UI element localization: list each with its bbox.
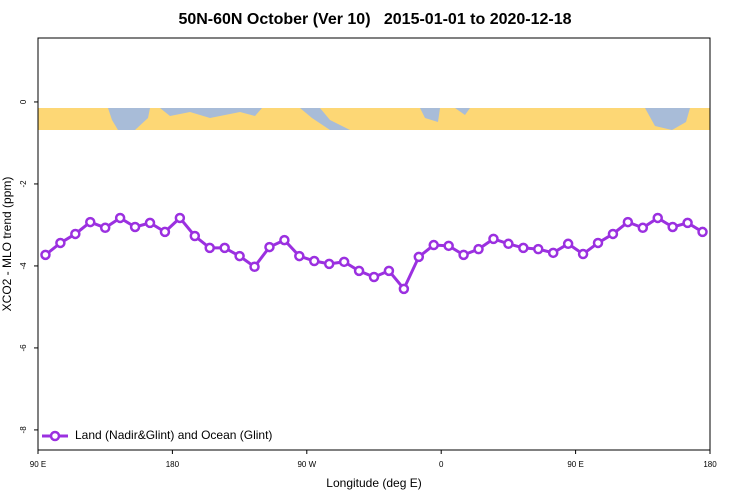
x-tick-label: 90 E: [567, 460, 583, 469]
y-tick-label: -2: [19, 180, 28, 188]
point: [204, 242, 215, 254]
point: [622, 216, 634, 228]
point: [503, 238, 514, 250]
x-tick-label: 180: [703, 460, 717, 469]
x-tick-label: 0: [439, 460, 444, 469]
point: [488, 233, 499, 245]
point: [383, 265, 395, 277]
point: [40, 249, 51, 261]
point: [607, 228, 619, 240]
legend: Land (Nadir&Glint) and Ocean (Glint): [42, 428, 272, 442]
point: [533, 243, 544, 255]
point: [323, 258, 335, 270]
point: [129, 221, 141, 233]
x-tick-label: 180: [166, 460, 180, 469]
y-tick-label: -4: [19, 262, 28, 270]
point: [592, 237, 604, 249]
point: [264, 241, 275, 253]
legend-marker: [49, 430, 61, 442]
point: [249, 261, 260, 273]
point: [338, 256, 350, 268]
point: [637, 222, 649, 234]
point: [174, 212, 186, 224]
y-tick-label: -6: [19, 344, 28, 352]
point: [189, 230, 201, 242]
plot-frame: [37, 37, 711, 451]
point: [70, 228, 81, 240]
point: [667, 221, 678, 233]
point: [159, 226, 171, 238]
point: [219, 242, 230, 254]
point: [547, 247, 559, 259]
point: [99, 222, 111, 234]
point: [294, 250, 305, 262]
point: [114, 212, 126, 224]
y-axis-title: XCO2 - MLO trend (ppm): [0, 177, 14, 312]
point: [55, 237, 66, 249]
point: [443, 240, 454, 252]
point: [652, 212, 663, 224]
point: [577, 248, 589, 260]
point: [562, 238, 574, 250]
chart-title: 50N-60N October (Ver 10) 2015-01-01 to 2…: [178, 11, 571, 28]
x-tick-label: 90 E: [30, 460, 46, 469]
point: [353, 265, 365, 277]
point: [697, 226, 708, 238]
point: [428, 239, 439, 251]
y-tick-label: -8: [19, 426, 28, 434]
point: [368, 271, 380, 283]
point: [234, 250, 245, 262]
point: [458, 249, 469, 261]
point: [413, 251, 425, 263]
point: [473, 243, 484, 255]
legend-label: Land (Nadir&Glint) and Ocean (Glint): [75, 428, 272, 442]
map-strip: [38, 108, 710, 130]
x-axis-title: Longitude (deg E): [326, 476, 421, 490]
y-tick-label: 0: [19, 99, 28, 104]
point: [309, 255, 320, 267]
point: [682, 217, 693, 229]
x-tick-label: 90 W: [297, 460, 316, 469]
point: [518, 242, 529, 254]
point: [398, 283, 410, 295]
point: [144, 217, 156, 229]
point: [279, 234, 290, 246]
point: [85, 216, 96, 228]
